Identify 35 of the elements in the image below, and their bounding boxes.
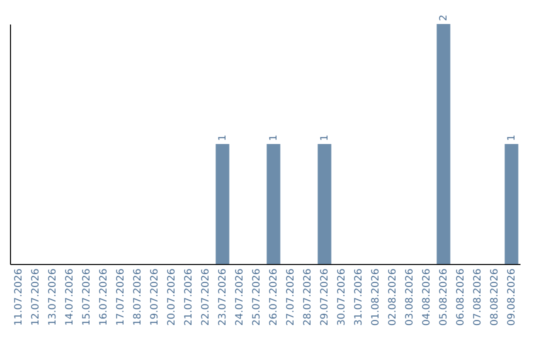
x-tick-label: 16.07.2026 xyxy=(98,268,110,326)
x-tick-label: 21.07.2026 xyxy=(184,268,194,326)
x-tick-label: 25.07.2026 xyxy=(252,268,262,326)
x-tick-label: 07.08.2026 xyxy=(472,268,484,326)
x-tick-label: 15.07.2026 xyxy=(82,268,92,326)
x-tick-label: 29.07.2026 xyxy=(320,268,330,326)
x-tick-label: 01.08.2026 xyxy=(370,268,382,326)
x-tick-label: 18.07.2026 xyxy=(132,268,144,326)
data-label: 1 xyxy=(218,134,228,141)
data-label: 2 xyxy=(438,14,450,21)
x-tick-label: 14.07.2026 xyxy=(64,268,76,326)
x-tick-label: 19.07.2026 xyxy=(150,268,160,326)
x-tick-label: 31.07.2026 xyxy=(354,268,364,326)
data-label: 1 xyxy=(320,134,330,141)
x-tick-label: 26.07.2026 xyxy=(268,268,280,326)
x-tick-label: 08.08.2026 xyxy=(490,268,500,326)
x-tick-label: 09.08.2026 xyxy=(506,268,518,326)
x-tick-label: 11.07.2026 xyxy=(14,268,24,326)
x-tick-label: 04.08.2026 xyxy=(422,268,432,326)
x-tick-label: 02.08.2026 xyxy=(388,268,398,326)
x-tick-label: 17.07.2026 xyxy=(116,268,126,326)
x-tick-label: 03.08.2026 xyxy=(404,268,416,326)
x-tick-label: 28.07.2026 xyxy=(302,268,314,326)
x-tick-label: 06.08.2026 xyxy=(456,268,466,326)
x-tick-label: 24.07.2026 xyxy=(234,268,246,326)
x-tick-label: 13.07.2026 xyxy=(48,268,58,326)
x-tick-label: 30.07.2026 xyxy=(336,268,348,326)
data-label: 1 xyxy=(268,134,280,141)
data-label: 1 xyxy=(506,134,518,141)
x-tick-label: 23.07.2026 xyxy=(218,268,228,326)
x-tick-label: 05.08.2026 xyxy=(438,268,450,326)
x-tick-label: 12.07.2026 xyxy=(30,268,42,326)
x-tick-label: 22.07.2026 xyxy=(200,268,212,326)
x-tick-label: 20.07.2026 xyxy=(166,268,178,326)
x-tick-label: 27.07.2026 xyxy=(286,268,296,326)
